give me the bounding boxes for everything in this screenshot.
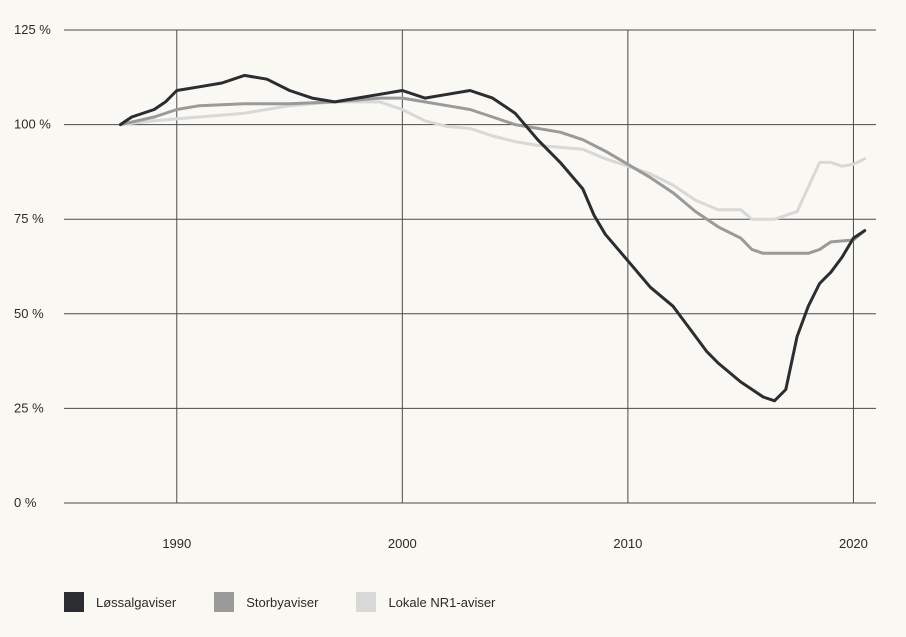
y-tick-label: 125 % bbox=[14, 22, 51, 37]
y-tick-label: 50 % bbox=[14, 306, 44, 321]
legend-swatch bbox=[356, 592, 377, 612]
legend-label: Storbyaviser bbox=[246, 594, 319, 610]
legend-label: Lokale NR1-aviser bbox=[388, 594, 496, 610]
chart-grid bbox=[64, 29, 876, 504]
x-tick-label: 1990 bbox=[162, 536, 191, 551]
line-chart: 0 % 25 % 50 % 75 % 100 % 125 % 1990 2000 2010 20… bbox=[14, 22, 876, 551]
series-line-l-ssalgaviser bbox=[118, 73, 867, 403]
chart-series bbox=[118, 73, 867, 403]
series-line-lokale-nr1-aviser bbox=[118, 100, 867, 221]
series-line-storbyaviser bbox=[118, 96, 867, 255]
legend-swatch bbox=[64, 592, 84, 612]
y-tick-label: 75 % bbox=[14, 211, 44, 226]
legend-item-lossalgaviser: Løssalgaviser bbox=[64, 592, 176, 612]
x-axis: 1990 2000 2010 2020 bbox=[162, 536, 868, 551]
x-tick-label: 2000 bbox=[388, 536, 417, 551]
x-tick-label: 2010 bbox=[613, 536, 642, 551]
legend-swatch bbox=[214, 592, 235, 612]
y-tick-label: 0 % bbox=[14, 495, 37, 510]
legend-label: Løssalgaviser bbox=[96, 594, 177, 610]
y-axis: 0 % 25 % 50 % 75 % 100 % 125 % bbox=[14, 22, 51, 510]
y-tick-label: 25 % bbox=[14, 400, 44, 415]
y-tick-label: 100 % bbox=[14, 117, 51, 132]
x-tick-label: 2020 bbox=[839, 536, 868, 551]
chart-legend: Løssalgaviser Storbyaviser Lokale NR1-av… bbox=[64, 592, 533, 612]
legend-item-lokale-nr1-aviser: Lokale NR1-aviser bbox=[356, 592, 495, 612]
legend-item-storbyaviser: Storbyaviser bbox=[214, 592, 318, 612]
